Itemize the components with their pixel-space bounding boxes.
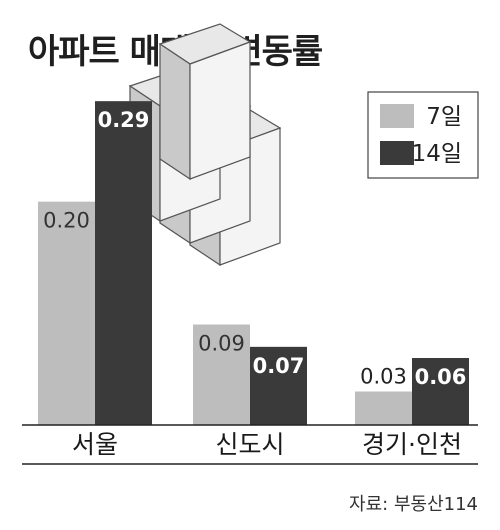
value-label-2-0: 0.03 bbox=[360, 365, 407, 389]
bar-0-0 bbox=[38, 201, 95, 425]
legend-swatch-7 bbox=[380, 104, 414, 128]
legend-swatch-14 bbox=[380, 141, 414, 165]
bar-1-1 bbox=[250, 346, 307, 425]
category-label-1: 신도시 bbox=[215, 430, 284, 459]
category-label-2: 경기·인천 bbox=[362, 430, 462, 459]
value-label-0-0: 0.20 bbox=[43, 209, 90, 233]
bar-0-1 bbox=[95, 101, 152, 426]
category-label-0: 서울 bbox=[72, 430, 118, 459]
legend: 7일 14일 bbox=[367, 91, 479, 179]
value-label-1-0: 0.09 bbox=[198, 332, 245, 356]
value-label-2-1: 0.06 bbox=[415, 365, 467, 389]
source-note: 자료: 부동산114 bbox=[349, 494, 478, 515]
legend-label-14: 14일 bbox=[412, 141, 462, 167]
value-label-0-1: 0.29 bbox=[98, 108, 150, 132]
bar-2-1 bbox=[412, 358, 469, 425]
bars-group: 0.20 0.29 0.09 0.07 0.03 0.06 bbox=[38, 101, 469, 426]
apartment-buildings-icon bbox=[128, 23, 282, 267]
category-labels: 서울 신도시 경기·인천 bbox=[72, 430, 462, 459]
bar-1-0 bbox=[193, 324, 250, 425]
bar-2-0 bbox=[355, 391, 412, 425]
value-label-1-1: 0.07 bbox=[253, 354, 305, 378]
legend-label-7: 7일 bbox=[426, 104, 462, 130]
